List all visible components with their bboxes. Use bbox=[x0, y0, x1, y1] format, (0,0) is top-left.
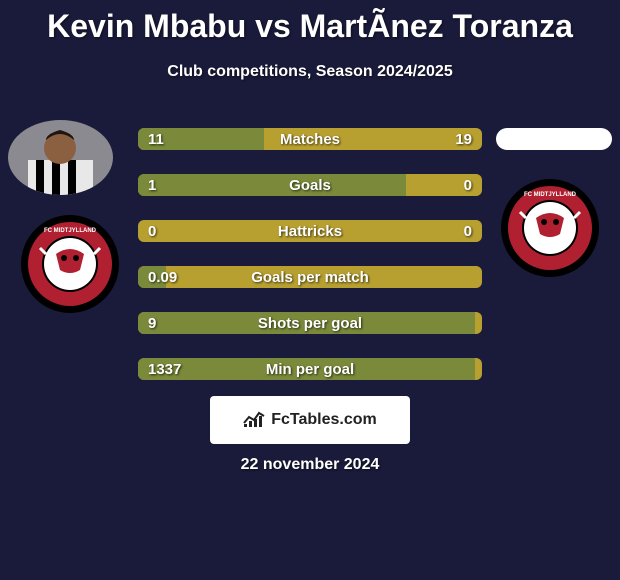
brand-badge: FcTables.com bbox=[210, 396, 410, 444]
player-left-avatar bbox=[8, 120, 113, 195]
brand-text: FcTables.com bbox=[271, 411, 377, 429]
svg-text:FC MIDTJYLLAND: FC MIDTJYLLAND bbox=[44, 228, 97, 234]
stat-label: Min per goal bbox=[138, 358, 482, 380]
stat-label: Matches bbox=[138, 128, 482, 150]
stat-value-right: 0 bbox=[464, 220, 472, 242]
stat-row: 0Hattricks0 bbox=[138, 220, 482, 242]
footer-date: 22 november 2024 bbox=[0, 456, 620, 474]
stat-label: Goals per match bbox=[138, 266, 482, 288]
player-right-pill bbox=[496, 128, 612, 150]
stat-row: 1337Min per goal bbox=[138, 358, 482, 380]
subtitle: Club competitions, Season 2024/2025 bbox=[0, 63, 620, 81]
brand-icon bbox=[243, 409, 265, 432]
svg-text:FC MIDTJYLLAND: FC MIDTJYLLAND bbox=[524, 192, 577, 198]
stat-row: 9Shots per goal bbox=[138, 312, 482, 334]
player-right-club-badge: 1999 FC MIDTJYLLAND bbox=[500, 178, 600, 278]
stat-row: 0.09Goals per match bbox=[138, 266, 482, 288]
stat-value-right: 19 bbox=[455, 128, 472, 150]
stat-label: Goals bbox=[138, 174, 482, 196]
stats-bars: 11Matches191Goals00Hattricks00.09Goals p… bbox=[138, 128, 482, 404]
stat-row: 1Goals0 bbox=[138, 174, 482, 196]
stat-label: Shots per goal bbox=[138, 312, 482, 334]
stat-row: 11Matches19 bbox=[138, 128, 482, 150]
page-title: Kevin Mbabu vs MartÃnez Toranza bbox=[0, 0, 620, 45]
svg-text:1999: 1999 bbox=[541, 243, 559, 252]
player-left-club-badge: 1999 FC MIDTJYLLAND bbox=[20, 214, 120, 314]
svg-text:1999: 1999 bbox=[61, 279, 79, 288]
stat-value-right: 0 bbox=[464, 174, 472, 196]
stat-label: Hattricks bbox=[138, 220, 482, 242]
